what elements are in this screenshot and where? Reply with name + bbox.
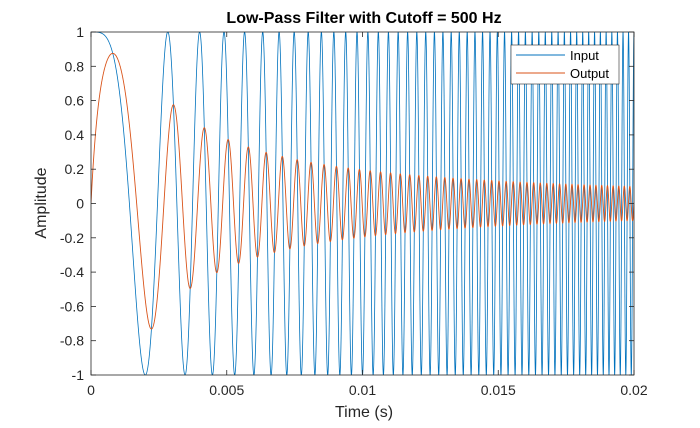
x-tick-label: 0.015 [481,382,516,398]
data-layer [91,32,634,375]
y-tick-label: -0.8 [60,333,84,349]
y-tick-label: -1 [72,367,85,383]
legend-label-output: Output [570,66,609,81]
y-tick-label: 1 [76,24,84,40]
y-axis-label: Amplitude [33,167,50,238]
y-axis-ticks: -1 -0.8 -0.6 -0.4 -0.2 0 0.2 0.4 0.6 0.8 1 [60,24,634,383]
x-axis-label: Time (s) [335,404,393,421]
series-line-input [91,32,634,375]
x-tick-label: 0.02 [620,382,647,398]
legend-label-input: Input [570,48,599,63]
y-tick-label: 0.2 [65,161,85,177]
legend-box [510,44,620,85]
y-tick-label: -0.4 [60,264,84,280]
x-tick-label: 0 [87,382,95,398]
x-tick-label: 0.01 [349,382,376,398]
y-tick-label: 0 [76,196,84,212]
x-tick-label: 0.005 [209,382,244,398]
y-tick-label: -0.2 [60,230,84,246]
y-tick-label: -0.6 [60,298,84,314]
y-tick-label: 0.8 [65,58,85,74]
legend: Input Output [510,44,620,85]
chart-title: Low-Pass Filter with Cutoff = 500 Hz [226,10,501,27]
y-tick-label: 0.6 [65,93,85,109]
y-tick-label: 0.4 [65,127,85,143]
series-line-output [91,52,634,330]
x-axis-ticks: 0 0.005 0.01 0.015 0.02 [87,32,648,398]
